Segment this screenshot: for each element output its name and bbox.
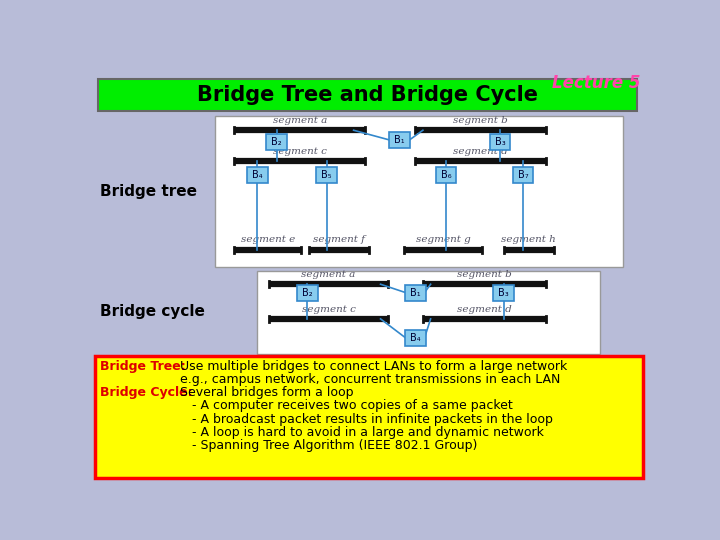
Text: B₂: B₂ bbox=[302, 288, 312, 298]
Text: segment c: segment c bbox=[302, 305, 356, 314]
FancyBboxPatch shape bbox=[98, 79, 637, 111]
Text: Bridge cycle: Bridge cycle bbox=[99, 303, 204, 319]
Text: - A loop is hard to avoid in a large and dynamic network: - A loop is hard to avoid in a large and… bbox=[192, 426, 544, 438]
Text: B₃: B₃ bbox=[498, 288, 509, 298]
Text: segment g: segment g bbox=[415, 235, 470, 244]
Text: segment d: segment d bbox=[454, 147, 508, 156]
Text: segment e: segment e bbox=[240, 235, 295, 244]
FancyBboxPatch shape bbox=[257, 271, 600, 354]
Text: Several bridges form a loop: Several bridges form a loop bbox=[180, 386, 354, 399]
Text: B₅: B₅ bbox=[321, 170, 332, 180]
Text: B₄: B₄ bbox=[252, 170, 263, 180]
Text: e.g., campus network, concurrent transmissions in each LAN: e.g., campus network, concurrent transmi… bbox=[180, 373, 561, 386]
Text: - A computer receives two copies of a same packet: - A computer receives two copies of a sa… bbox=[192, 400, 513, 413]
Text: B₂: B₂ bbox=[271, 137, 282, 147]
Text: segment a: segment a bbox=[273, 116, 327, 125]
Text: segment a: segment a bbox=[302, 270, 356, 279]
Text: Lecture 5: Lecture 5 bbox=[552, 74, 640, 92]
FancyBboxPatch shape bbox=[266, 134, 287, 150]
FancyBboxPatch shape bbox=[95, 356, 643, 477]
Text: segment b: segment b bbox=[457, 270, 512, 279]
FancyBboxPatch shape bbox=[316, 167, 337, 183]
Text: segment b: segment b bbox=[454, 116, 508, 125]
FancyBboxPatch shape bbox=[436, 167, 456, 183]
Text: Use multiple bridges to connect LANs to form a large network: Use multiple bridges to connect LANs to … bbox=[180, 360, 567, 373]
Text: segment f: segment f bbox=[313, 235, 365, 244]
Text: B₁: B₁ bbox=[410, 288, 420, 298]
Text: Bridge Tree:: Bridge Tree: bbox=[99, 360, 185, 373]
Text: segment h: segment h bbox=[501, 235, 556, 244]
Text: B₁: B₁ bbox=[395, 135, 405, 145]
FancyBboxPatch shape bbox=[247, 167, 268, 183]
Text: - Spanning Tree Algorithm (IEEE 802.1 Group): - Spanning Tree Algorithm (IEEE 802.1 Gr… bbox=[192, 438, 477, 451]
Text: B₄: B₄ bbox=[410, 333, 420, 343]
FancyBboxPatch shape bbox=[493, 285, 514, 301]
FancyBboxPatch shape bbox=[405, 330, 426, 346]
Text: B₃: B₃ bbox=[495, 137, 505, 147]
Text: segment d: segment d bbox=[457, 305, 512, 314]
FancyBboxPatch shape bbox=[215, 116, 623, 267]
FancyBboxPatch shape bbox=[490, 134, 510, 150]
Text: Bridge tree: Bridge tree bbox=[99, 184, 197, 199]
Text: B₆: B₆ bbox=[441, 170, 451, 180]
Text: Bridge Tree and Bridge Cycle: Bridge Tree and Bridge Cycle bbox=[197, 85, 538, 105]
FancyBboxPatch shape bbox=[390, 132, 410, 149]
Text: segment c: segment c bbox=[273, 147, 327, 156]
FancyBboxPatch shape bbox=[405, 285, 426, 301]
FancyBboxPatch shape bbox=[297, 285, 318, 301]
Text: Bridge Cycle:: Bridge Cycle: bbox=[99, 386, 192, 399]
Text: - A broadcast packet results in infinite packets in the loop: - A broadcast packet results in infinite… bbox=[192, 413, 553, 426]
Text: B₇: B₇ bbox=[518, 170, 528, 180]
FancyBboxPatch shape bbox=[513, 167, 534, 183]
